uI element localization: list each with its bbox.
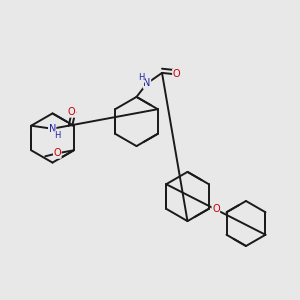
Text: O: O [212,205,220,214]
Text: H: H [138,74,145,82]
Text: N: N [49,124,56,134]
Text: O: O [53,148,61,158]
Text: O: O [68,107,76,117]
Text: N: N [143,78,151,88]
Text: H: H [54,131,61,140]
Text: O: O [172,69,180,80]
